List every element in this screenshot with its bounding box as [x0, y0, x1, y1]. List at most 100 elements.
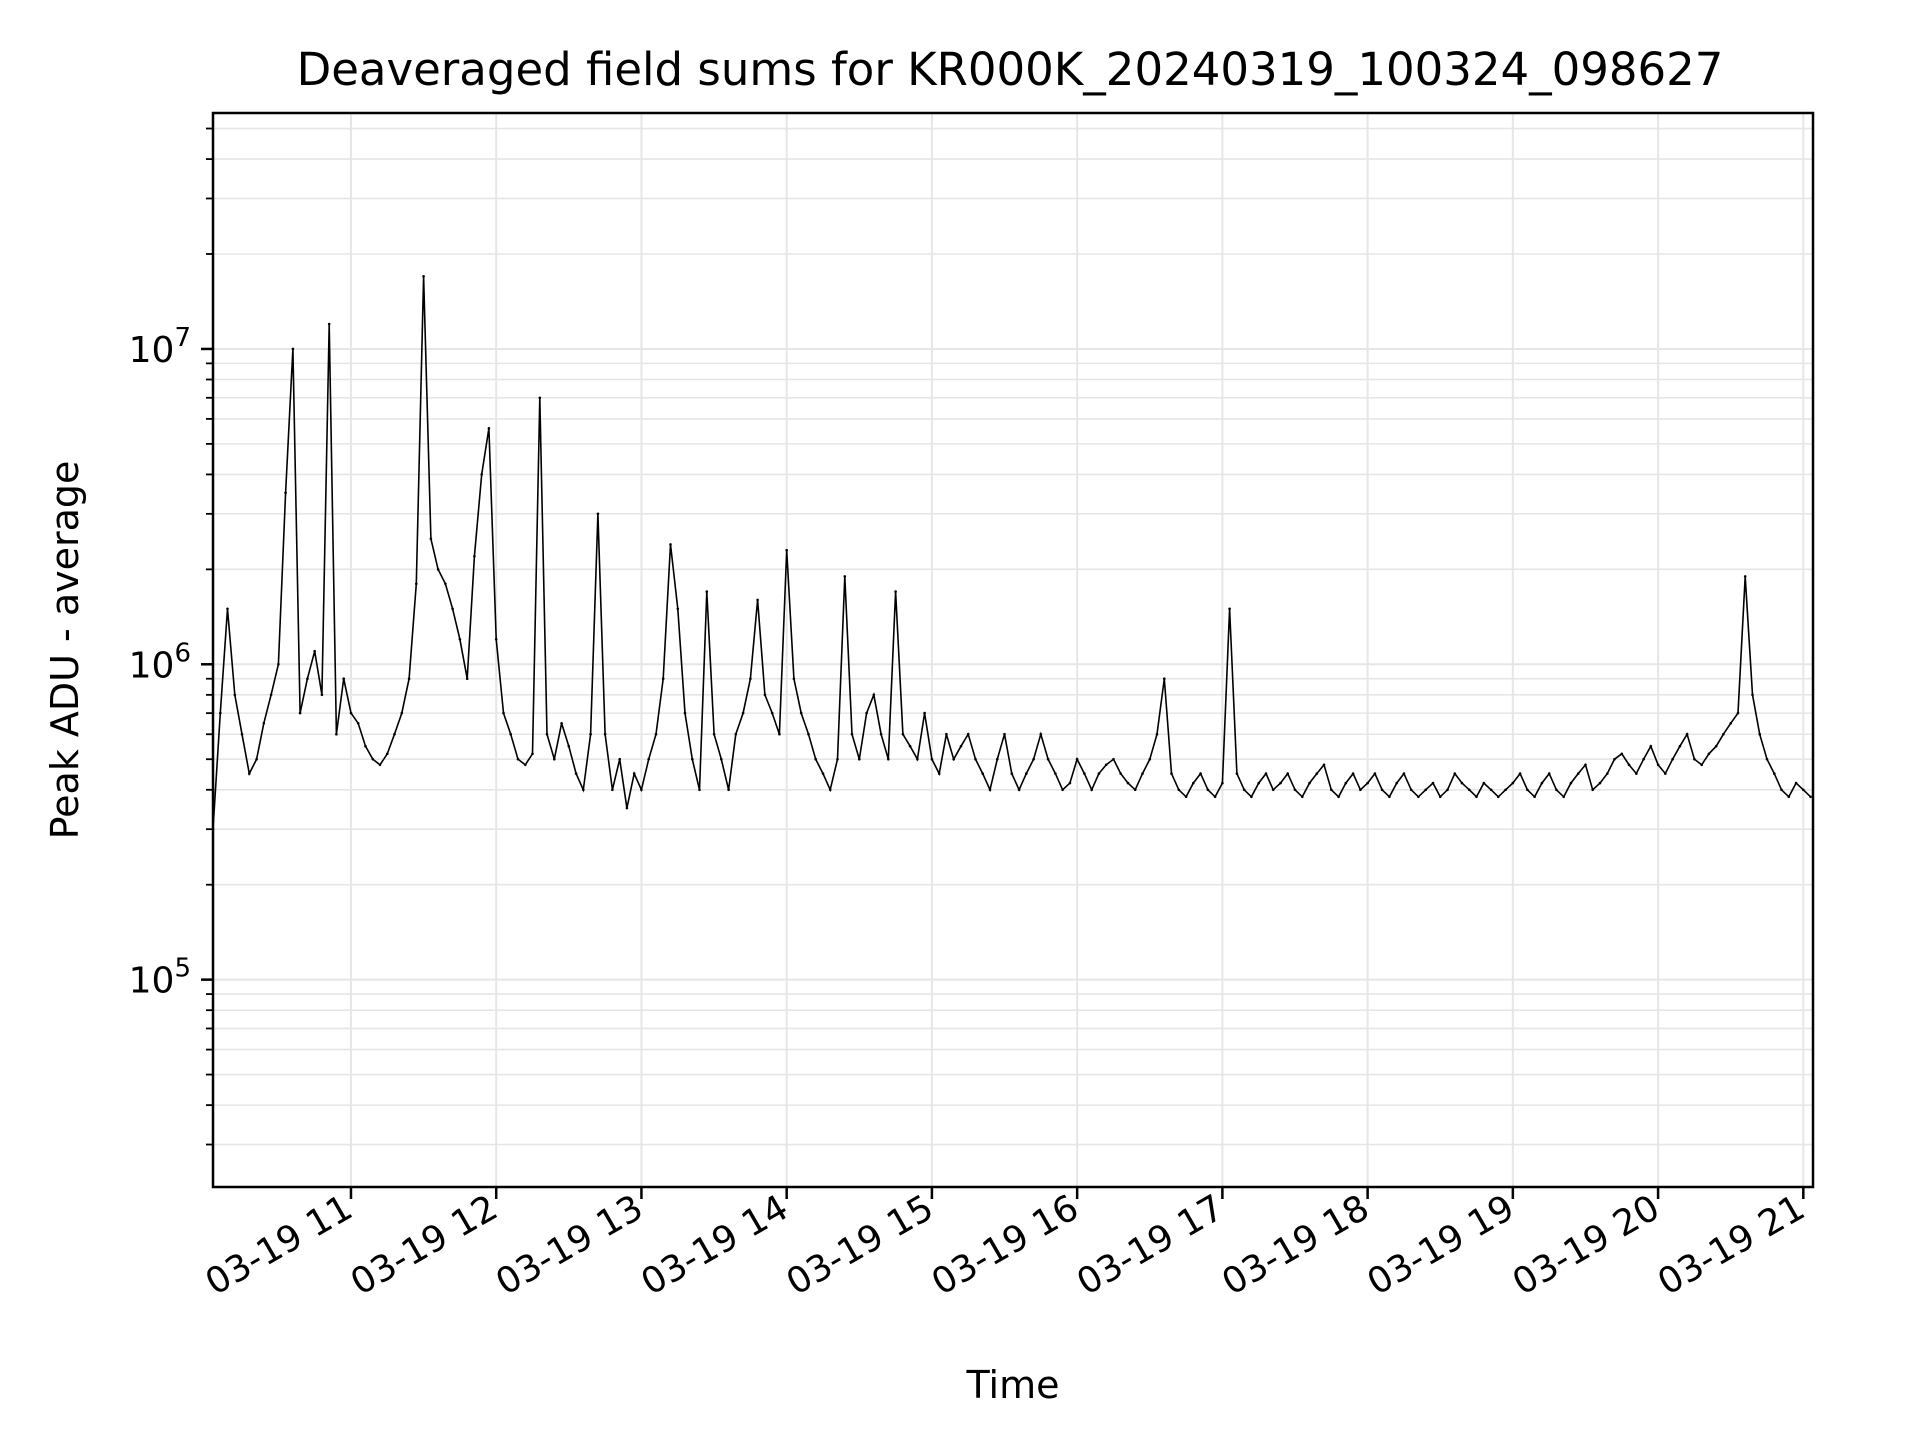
- data-point: [654, 732, 658, 736]
- data-point: [727, 788, 730, 792]
- data-point: [1199, 772, 1202, 775]
- data-point: [1010, 772, 1014, 775]
- data-point: [843, 575, 847, 578]
- data-point: [458, 638, 462, 641]
- data-point: [1315, 772, 1319, 775]
- data-point: [1693, 757, 1696, 761]
- data-point: [1518, 772, 1522, 775]
- data-point: [1322, 763, 1326, 767]
- data-layer: [211, 275, 1812, 831]
- grid-layer: [213, 113, 1813, 1187]
- data-point: [1083, 772, 1086, 775]
- data-point: [1468, 788, 1471, 792]
- data-point: [1039, 732, 1043, 736]
- data-point: [1780, 788, 1783, 792]
- data-point: [1562, 795, 1565, 799]
- data-point: [589, 732, 592, 736]
- data-point: [756, 598, 759, 602]
- data-point: [1606, 772, 1609, 775]
- data-point: [836, 757, 839, 761]
- data-point: [1460, 781, 1464, 785]
- data-point: [1170, 772, 1173, 775]
- data-point: [770, 711, 774, 715]
- data-point: [966, 732, 970, 736]
- data-point: [400, 711, 404, 715]
- data-point: [1177, 788, 1181, 792]
- data-point: [698, 788, 701, 792]
- data-point: [1366, 781, 1369, 785]
- data-point: [959, 744, 963, 748]
- data-point: [1591, 788, 1594, 792]
- data-point: [879, 732, 883, 736]
- data-point: [1751, 693, 1754, 697]
- data-point: [1308, 781, 1311, 785]
- data-point: [865, 711, 868, 715]
- data-point: [1061, 788, 1064, 792]
- data-point: [1242, 788, 1246, 792]
- data-point: [1025, 772, 1028, 775]
- data-point: [872, 693, 876, 697]
- data-point: [1533, 795, 1536, 799]
- data-point: [1424, 788, 1427, 792]
- data-point: [974, 757, 977, 761]
- data-point: [1293, 788, 1297, 792]
- data-point: [553, 757, 556, 761]
- data-point: [371, 757, 375, 761]
- data-point: [858, 757, 861, 761]
- data-point: [1141, 772, 1144, 775]
- data-point: [1257, 781, 1260, 785]
- y-tick-label-exponent: 5: [174, 954, 191, 984]
- data-point: [255, 757, 258, 761]
- data-point: [952, 757, 955, 761]
- data-point: [1133, 788, 1137, 792]
- data-point: [1431, 781, 1435, 785]
- data-point: [407, 677, 411, 680]
- data-point: [1642, 757, 1645, 761]
- data-point: [1155, 732, 1159, 736]
- data-point: [356, 722, 360, 725]
- data-point: [1722, 732, 1725, 736]
- data-point: [894, 590, 897, 593]
- data-point: [1003, 732, 1006, 736]
- x-axis-label: Time: [966, 1363, 1060, 1407]
- data-point: [574, 772, 578, 775]
- data-point: [567, 744, 571, 748]
- data-point: [712, 732, 716, 736]
- data-point: [386, 752, 389, 756]
- data-point: [850, 732, 854, 736]
- data-point: [1794, 781, 1798, 785]
- data-point: [364, 744, 367, 748]
- data-point: [1409, 788, 1413, 792]
- data-point: [1301, 795, 1304, 799]
- y-axis-label: Peak ADU - average: [43, 461, 87, 840]
- data-point: [487, 427, 491, 430]
- y-tick-label-base: 10: [129, 961, 175, 1002]
- data-point: [1279, 781, 1282, 785]
- data-point: [560, 722, 563, 725]
- data-point: [1635, 772, 1638, 775]
- data-point: [807, 732, 810, 736]
- data-point: [509, 732, 512, 736]
- data-point: [524, 763, 527, 767]
- data-point: [930, 757, 934, 761]
- data-point: [473, 555, 476, 558]
- data-point: [1250, 795, 1253, 799]
- data-point: [1163, 677, 1166, 680]
- data-point: [1337, 795, 1340, 799]
- data-point: [502, 711, 505, 715]
- data-point: [1714, 744, 1718, 748]
- y-tick-label: 106: [129, 638, 191, 686]
- data-point: [1707, 752, 1711, 756]
- data-point: [937, 772, 941, 775]
- data-point: [1504, 788, 1507, 792]
- y-tick-label: 105: [129, 954, 191, 1002]
- data-point: [1271, 788, 1275, 792]
- data-point: [1555, 788, 1558, 792]
- data-point: [734, 732, 738, 736]
- data-point: [1598, 781, 1602, 785]
- data-point: [785, 548, 788, 552]
- data-point: [378, 763, 382, 767]
- data-point: [618, 757, 621, 761]
- data-point: [640, 788, 643, 792]
